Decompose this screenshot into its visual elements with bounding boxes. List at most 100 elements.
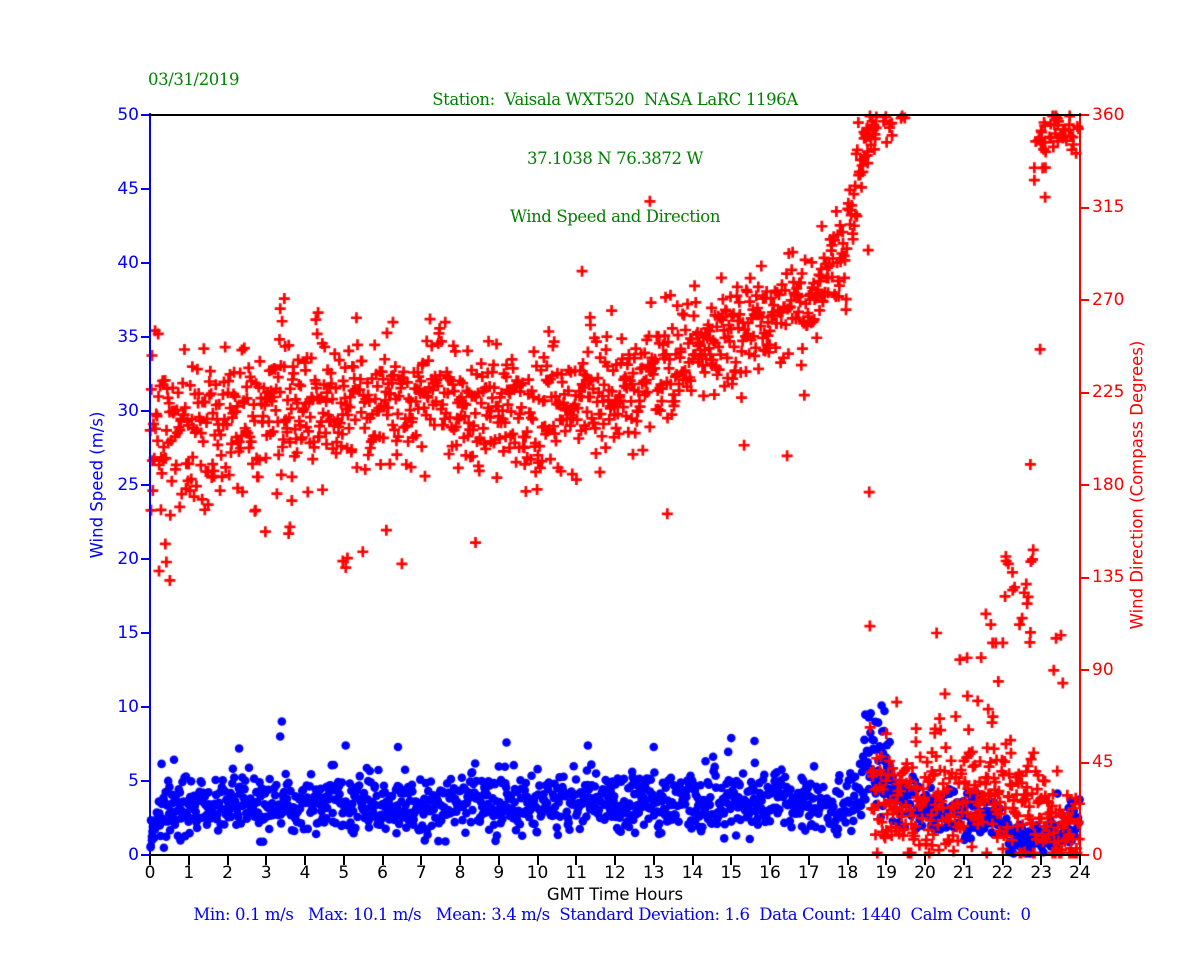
x-tick-label: 6: [377, 863, 388, 883]
y-left-tick-mark: [141, 558, 149, 560]
x-tick-label: 21: [952, 863, 975, 883]
stats-line: Min: 0.1 m/s Max: 10.1 m/s Mean: 3.4 m/s…: [193, 905, 1031, 924]
y-left-tick-label: 25: [117, 474, 139, 495]
y-left-tick-label: 35: [117, 326, 139, 347]
y-axis-right-line: [1079, 113, 1081, 857]
x-tick-label: 8: [454, 863, 466, 883]
y-axis-left-line: [149, 113, 151, 857]
y-left-tick-label: 10: [117, 696, 139, 717]
y-right-tick-mark: [1081, 576, 1089, 579]
x-tick-label: 16: [759, 863, 781, 883]
y-right-tick-label: 225: [1092, 382, 1125, 402]
x-tick-label: 9: [493, 863, 505, 883]
x-tick-mark: [381, 856, 384, 865]
y-left-tick-label: 40: [117, 252, 139, 273]
x-tick-mark: [226, 856, 229, 865]
x-tick-label: 15: [720, 863, 743, 883]
plot-top-border: [149, 114, 1081, 116]
y-axis-label-left: Wind Speed (m/s): [87, 411, 107, 559]
x-tick-label: 4: [299, 863, 311, 883]
x-tick-label: 3: [260, 863, 272, 883]
y-left-tick-mark: [141, 410, 149, 412]
x-tick-label: 0: [144, 863, 156, 883]
x-tick-mark: [149, 856, 151, 865]
y-left-tick-mark: [141, 632, 149, 634]
y-left-tick-mark: [141, 854, 149, 856]
x-tick-label: 7: [415, 863, 427, 883]
x-tick-label: 19: [875, 863, 898, 883]
x-tick-label: 2: [222, 863, 233, 883]
y-left-tick-mark: [141, 114, 149, 116]
x-tick-mark: [885, 856, 888, 865]
x-tick-mark: [962, 856, 965, 865]
x-tick-mark: [807, 856, 810, 865]
x-tick-label: 11: [565, 863, 588, 883]
x-tick-mark: [652, 856, 655, 865]
x-tick-label: 22: [991, 863, 1014, 883]
x-tick-mark: [304, 856, 306, 865]
x-tick-label: 1: [183, 863, 195, 883]
y-left-tick-label: 20: [117, 548, 139, 569]
plot-title-station: Station: Vaisala WXT520 NASA LaRC 1196A: [432, 90, 798, 109]
x-tick-mark: [730, 856, 733, 865]
y-left-tick-mark: [141, 336, 149, 338]
x-tick-mark: [265, 856, 268, 865]
y-right-tick-mark: [1081, 484, 1089, 486]
x-tick-mark: [846, 856, 849, 865]
x-axis-label: GMT Time Hours: [546, 885, 684, 904]
x-tick-mark: [614, 856, 616, 865]
x-tick-mark: [769, 856, 771, 865]
y-right-tick-mark: [1081, 761, 1089, 764]
x-tick-mark: [420, 856, 423, 865]
y-right-tick-label: 45: [1092, 752, 1114, 772]
x-tick-label: 24: [1069, 863, 1091, 883]
y-left-tick-label: 30: [117, 400, 139, 421]
y-left-tick-label: 0: [128, 844, 139, 865]
y-left-tick-mark: [141, 780, 149, 782]
y-axis-label-right: Wind Direction (Compass Degrees): [1127, 340, 1147, 630]
x-tick-mark: [691, 856, 694, 865]
y-left-tick-mark: [141, 484, 149, 486]
x-tick-mark: [1079, 856, 1081, 865]
x-tick-mark: [187, 856, 190, 865]
y-left-tick-mark: [141, 706, 149, 708]
x-tick-label: 20: [914, 863, 936, 883]
x-tick-label: 5: [338, 863, 350, 883]
y-right-tick-mark: [1081, 206, 1089, 209]
y-right-tick-label: 135: [1092, 567, 1125, 587]
x-tick-mark: [342, 856, 345, 865]
y-right-tick-mark: [1081, 114, 1089, 116]
y-right-tick-mark: [1081, 854, 1089, 856]
x-tick-label: 23: [1030, 863, 1053, 883]
y-right-tick-label: 315: [1092, 197, 1125, 217]
plot-date: 03/31/2019: [148, 70, 240, 89]
x-tick-mark: [497, 856, 500, 865]
x-tick-mark: [1040, 856, 1043, 865]
y-right-tick-label: 0: [1092, 844, 1103, 865]
y-left-tick-mark: [141, 188, 149, 190]
x-tick-label: 12: [604, 863, 626, 883]
y-left-tick-mark: [141, 262, 149, 264]
x-tick-label: 10: [526, 863, 549, 883]
x-tick-mark: [575, 856, 578, 865]
y-left-tick-label: 50: [117, 104, 139, 125]
x-tick-mark: [924, 856, 926, 865]
x-tick-label: 18: [836, 863, 859, 883]
x-axis-line: [149, 854, 1081, 856]
x-tick-mark: [1001, 856, 1004, 865]
x-tick-label: 13: [642, 863, 665, 883]
x-tick-mark: [459, 856, 461, 865]
y-right-tick-mark: [1081, 391, 1089, 394]
scatter-canvas: [142, 107, 1088, 863]
y-right-tick-label: 270: [1092, 289, 1125, 310]
y-right-tick-label: 360: [1092, 104, 1125, 125]
x-tick-label: 17: [797, 863, 820, 883]
x-tick-label: 14: [681, 863, 704, 883]
y-right-tick-label: 180: [1092, 474, 1125, 495]
y-left-tick-label: 5: [128, 770, 139, 791]
y-left-tick-label: 45: [117, 178, 139, 199]
x-tick-mark: [536, 856, 539, 865]
y-right-tick-label: 90: [1092, 659, 1114, 680]
